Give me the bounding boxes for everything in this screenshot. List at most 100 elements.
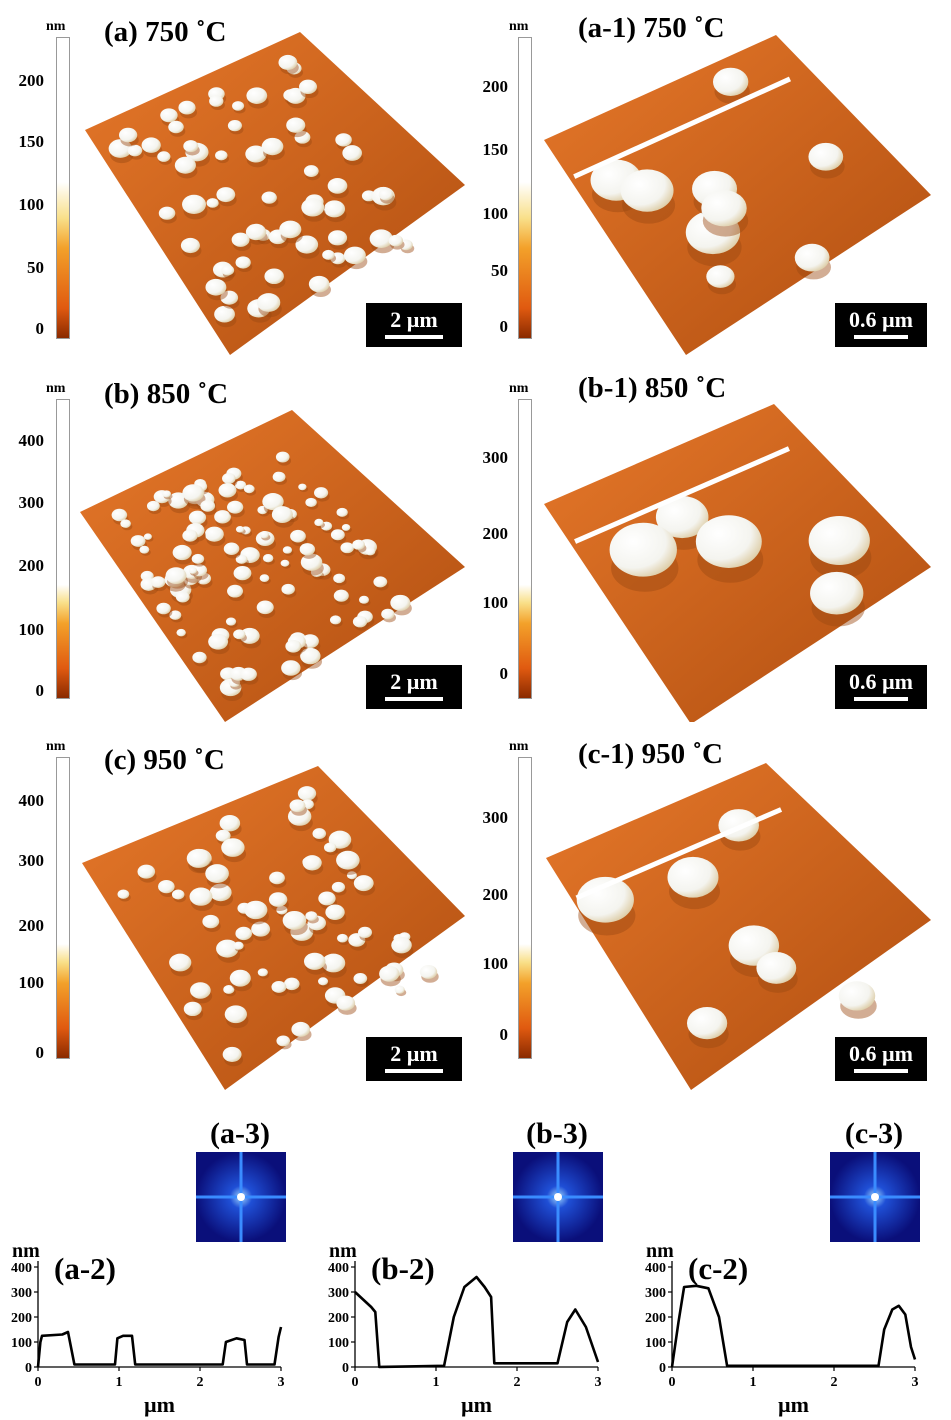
colorbar-tick: 0: [35, 1043, 45, 1062]
y-tick-label: 300: [328, 1286, 349, 1301]
colorbar-tick: 200: [18, 71, 45, 90]
metal-nanoparticle: [701, 190, 747, 227]
height-colorbar: [518, 399, 532, 699]
metal-nanoparticle: [373, 576, 388, 588]
metal-nanoparticle: [171, 889, 185, 900]
metal-nanoparticle: [305, 497, 317, 507]
profile-panel-label: (a-2): [54, 1251, 116, 1286]
afm-surface-image: [546, 763, 931, 1090]
metal-nanoparticle: [143, 533, 152, 540]
metal-nanoparticle: [282, 910, 307, 930]
scale-bar-label: 0.6 µm: [848, 1041, 913, 1066]
metal-nanoparticle: [176, 628, 186, 637]
metal-nanoparticle: [180, 237, 200, 254]
colorbar-tick: 0: [499, 317, 509, 336]
metal-nanoparticle: [325, 904, 345, 920]
panel-title: (c) 950 ˚C: [104, 744, 225, 776]
colorbar-tick: 400: [18, 791, 45, 810]
metal-nanoparticle: [261, 191, 277, 204]
metal-nanoparticle: [299, 79, 318, 94]
colorbar-unit: nm: [46, 19, 66, 34]
metal-nanoparticle: [120, 519, 131, 528]
y-tick-label: 200: [645, 1311, 666, 1326]
metal-nanoparticle: [335, 133, 352, 147]
metal-nanoparticle: [295, 235, 319, 254]
metal-nanoparticle: [227, 584, 243, 598]
metal-nanoparticle: [352, 615, 368, 628]
metal-nanoparticle: [336, 995, 356, 1011]
metal-nanoparticle: [218, 483, 237, 498]
metal-nanoparticle: [178, 100, 196, 115]
metal-nanoparticle: [216, 187, 236, 203]
metal-nanoparticle: [281, 583, 295, 595]
scale-bar: 2 µm: [366, 1037, 462, 1081]
metal-nanoparticle: [239, 627, 260, 644]
metal-nanoparticle: [158, 206, 176, 220]
metal-nanoparticle: [330, 529, 345, 541]
metal-nanoparticle: [321, 953, 346, 973]
metal-nanoparticle: [231, 232, 250, 247]
metal-nanoparticle: [329, 615, 342, 625]
metal-nanoparticle: [301, 634, 319, 649]
metal-nanoparticle: [227, 500, 244, 514]
metal-nanoparticle: [139, 545, 150, 554]
metal-nanoparticle: [281, 660, 301, 676]
metal-nanoparticle: [314, 487, 329, 499]
colorbar-tick: 100: [482, 954, 509, 973]
metal-nanoparticle: [278, 54, 298, 70]
metal-nanoparticle: [202, 914, 220, 929]
metal-nanoparticle: [300, 647, 321, 665]
metal-nanoparticle: [282, 546, 293, 554]
panel-title: (a-1) 750 ˚C: [578, 12, 725, 44]
metal-nanoparticle: [160, 108, 178, 123]
x-axis-label: µm: [461, 1392, 492, 1417]
afm-surface-image: [82, 766, 465, 1090]
scale-bar-label: 2 µm: [390, 1041, 438, 1066]
y-tick-label: 0: [659, 1361, 666, 1376]
metal-nanoparticle: [352, 539, 365, 550]
metal-nanoparticle: [256, 600, 274, 615]
height-colorbar: [56, 37, 70, 339]
afm-substrate: [80, 410, 465, 722]
afm-panel-a1: nm 200 150 100 50 0 (a-1) 750 ˚C 0.6 µm: [476, 0, 951, 355]
metal-nanoparticle: [224, 1005, 247, 1024]
metal-nanoparticle: [794, 243, 830, 272]
metal-nanoparticle: [294, 131, 311, 144]
metal-nanoparticle: [810, 571, 864, 615]
metal-nanoparticle: [209, 95, 224, 107]
height-profile-line: [354, 1275, 600, 1369]
metal-nanoparticle: [111, 508, 128, 522]
metal-nanoparticle: [245, 223, 267, 241]
profile-line-marker: [574, 446, 790, 544]
y-tick-label: 400: [328, 1261, 349, 1276]
metal-nanoparticle: [261, 137, 284, 156]
x-tick-label: 3: [912, 1375, 919, 1390]
metal-nanoparticle: [667, 856, 719, 898]
metal-nanoparticle: [655, 496, 709, 539]
profile-line-marker: [573, 76, 791, 179]
metal-nanoparticle: [130, 535, 146, 547]
metal-nanoparticle: [141, 137, 161, 153]
metal-nanoparticle: [290, 529, 306, 543]
metal-nanoparticle: [342, 145, 363, 161]
x-tick-label: 2: [197, 1375, 204, 1390]
colorbar-tick: 300: [18, 493, 45, 512]
x-tick-label: 1: [116, 1375, 123, 1390]
metal-nanoparticle: [188, 567, 198, 574]
afm-panel-c: nm 400 300 200 100 0 (c) 950 ˚C 2 µm: [0, 728, 475, 1090]
metal-nanoparticle: [205, 864, 229, 884]
y-axis-label: nm: [646, 1240, 674, 1262]
scale-bar: 0.6 µm: [835, 303, 927, 347]
y-tick-label: 100: [645, 1336, 666, 1351]
metal-nanoparticle: [221, 838, 245, 857]
metal-nanoparticle: [340, 542, 354, 554]
metal-nanoparticle: [390, 594, 411, 611]
metal-nanoparticle: [192, 651, 207, 664]
metal-nanoparticle: [200, 499, 216, 512]
metal-nanoparticle: [225, 617, 237, 626]
metal-nanoparticle: [227, 119, 242, 132]
metal-nanoparticle: [235, 256, 251, 269]
metal-nanoparticle: [271, 506, 293, 523]
metal-nanoparticle: [245, 145, 267, 163]
colorbar-tick: 300: [482, 448, 509, 467]
